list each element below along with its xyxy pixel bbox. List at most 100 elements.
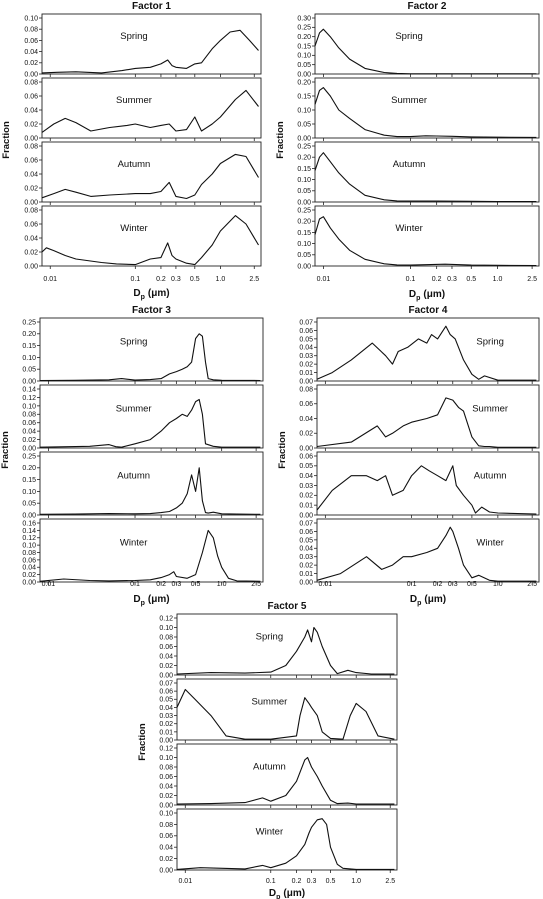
y-tick-label: 0.02 — [159, 856, 173, 863]
y-tick-label: 0.04 — [22, 565, 36, 572]
y-tick-label: 0.00 — [159, 737, 173, 744]
y-tick-label: 0.10 — [22, 355, 36, 362]
y-tick-label: 0.06 — [299, 529, 313, 536]
y-tick-label: 0.04 — [24, 49, 38, 56]
panel-spring: 0.00 0.05 0.10 0.15 0.20 0.25 Spring — [22, 317, 264, 385]
series-line-summer — [176, 688, 395, 740]
y-tick-label: 0.20 — [22, 331, 36, 338]
series-line-spring — [314, 28, 537, 75]
factor-title: Factor 4 — [409, 305, 448, 316]
x-axis-label-unit: (μm) — [424, 594, 446, 605]
y-tick-label: 0.04 — [299, 473, 313, 480]
y-tick-label: 0.00 — [299, 445, 313, 452]
x-tick-label: 2.5 — [527, 581, 537, 588]
panel-autumn: 0.00 0.02 0.04 0.06 0.08 Autumn — [24, 141, 262, 206]
series-line-autumn — [176, 756, 395, 805]
season-label: Winter — [120, 223, 147, 234]
season-label: Autumn — [393, 159, 426, 170]
season-label: Winter — [395, 223, 422, 234]
panel-summer: 0.000.010.020.030.040.050.06 0.07 Summer — [159, 678, 398, 744]
x-tick-label: 0.1 — [130, 276, 140, 283]
x-tick-label: 0.01 — [317, 276, 331, 283]
y-tick-label: 0.00 — [159, 802, 173, 809]
factor-title: Factor 2 — [408, 1, 447, 12]
x-axis-label-main: D — [269, 888, 276, 899]
y-tick-label: 0.06 — [299, 453, 313, 460]
x-tick-label: 0.5 — [466, 276, 476, 283]
panel-frame — [176, 678, 398, 741]
y-tick-label: 0.06 — [159, 689, 173, 696]
series-line-spring — [41, 29, 259, 74]
x-tick-label: 0.1 — [130, 581, 140, 588]
y-tick-label: 0.12 — [159, 745, 173, 752]
y-tick-label: 0.10 — [24, 15, 38, 22]
y-tick-label: 0.04 — [159, 845, 173, 852]
y-tick-label: 0.06 — [24, 38, 38, 45]
y-tick-label: 0.07 — [299, 319, 313, 326]
season-label: Autumn — [117, 470, 150, 481]
panel-frame — [176, 808, 398, 871]
x-axis-label: Dp (μm) — [409, 289, 445, 302]
panel-spring: 0.000.010.02 0.030.04 0.050.06 0.07 Spring — [299, 317, 540, 385]
y-tick-label: 0.05 — [299, 537, 313, 544]
y-tick-label: 0.02 — [159, 663, 173, 670]
y-tick-label: 0.05 — [22, 367, 36, 374]
y-tick-label: 0.08 — [24, 27, 38, 34]
season-label: Winter — [120, 537, 147, 548]
y-axis-label: Fraction — [0, 431, 11, 469]
y-tick-label: 0.07 — [159, 680, 173, 687]
y-tick-label: 0.00 — [24, 199, 38, 206]
panel-frame — [41, 13, 262, 75]
y-tick-label: 0.06 — [24, 93, 38, 100]
series-line-summer — [314, 87, 537, 138]
x-axis-label: Dp (μm) — [133, 288, 169, 301]
panel-summer: 0.000.020.04 0.060.08 0.100.12 0.14 Summer — [22, 384, 264, 452]
y-tick-label: 0.14 — [22, 528, 36, 535]
y-tick-label: 0.03 — [299, 353, 313, 360]
y-tick-label: 0.04 — [299, 345, 313, 352]
y-tick-label: 0.12 — [22, 535, 36, 542]
series-line-spring — [39, 333, 261, 382]
y-tick-label: 0.01 — [299, 370, 313, 377]
factor-title: Factor 1 — [132, 1, 171, 12]
y-tick-label: 0.00 — [24, 71, 38, 78]
panel-spring: 0.00 0.02 0.04 0.06 0.08 0.10 0.12 Spring — [159, 613, 398, 679]
panel-frame — [316, 451, 540, 516]
y-tick-label: 0.10 — [22, 403, 36, 410]
x-axis-label-unit: (μm) — [423, 289, 445, 300]
y-tick-label: 0.02 — [159, 793, 173, 800]
y-tick-label: 0.25 — [297, 25, 311, 32]
y-tick-label: 0.15 — [297, 93, 311, 100]
y-tick-label: 0.15 — [22, 343, 36, 350]
x-tick-label: 1.0 — [216, 276, 226, 283]
y-tick-label: 0.00 — [297, 263, 311, 270]
y-tick-label: 0.08 — [24, 79, 38, 86]
y-tick-label: 0.06 — [299, 401, 313, 408]
series-line-autumn — [41, 153, 259, 200]
y-tick-label: 0.15 — [297, 230, 311, 237]
x-axis-label: Dp (μm) — [269, 888, 305, 899]
series-line-autumn — [39, 467, 261, 515]
y-tick-label: 0.00 — [22, 512, 36, 519]
y-tick-label: 0.02 — [22, 437, 36, 444]
x-axis-label-sub: p — [141, 600, 145, 607]
y-tick-label: 0.25 — [22, 453, 36, 460]
y-tick-label: 0.05 — [297, 121, 311, 128]
y-tick-label: 0.12 — [22, 395, 36, 402]
y-tick-label: 0.20 — [297, 34, 311, 41]
x-axis-label-unit: (μm) — [283, 888, 305, 899]
y-tick-label: 0.00 — [299, 512, 313, 519]
panel-frame — [39, 518, 264, 583]
y-tick-label: 0.06 — [159, 833, 173, 840]
x-axis-label: Dp (μm) — [410, 594, 446, 607]
season-label: Summer — [116, 95, 152, 106]
y-tick-label: 0.10 — [22, 543, 36, 550]
panel-winter: 0.00 0.02 0.04 0.06 0.08 0.10 Winter — [159, 808, 398, 874]
x-tick-label: 0.01 — [178, 878, 192, 885]
y-tick-label: 0.02 — [299, 493, 313, 500]
panel-frame — [41, 77, 262, 139]
x-tick-label: 0.1 — [407, 581, 417, 588]
season-label: Winter — [256, 827, 283, 838]
panel-frame — [314, 77, 540, 139]
panel-frame — [39, 451, 264, 516]
